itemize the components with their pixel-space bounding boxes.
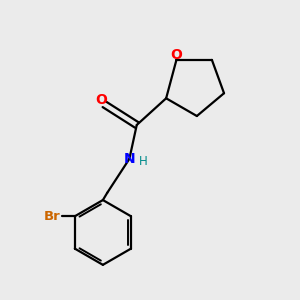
Text: N: N [124, 152, 135, 166]
Text: O: O [95, 93, 107, 107]
Text: O: O [170, 48, 182, 62]
Text: Br: Br [44, 210, 61, 223]
Text: H: H [139, 155, 148, 168]
